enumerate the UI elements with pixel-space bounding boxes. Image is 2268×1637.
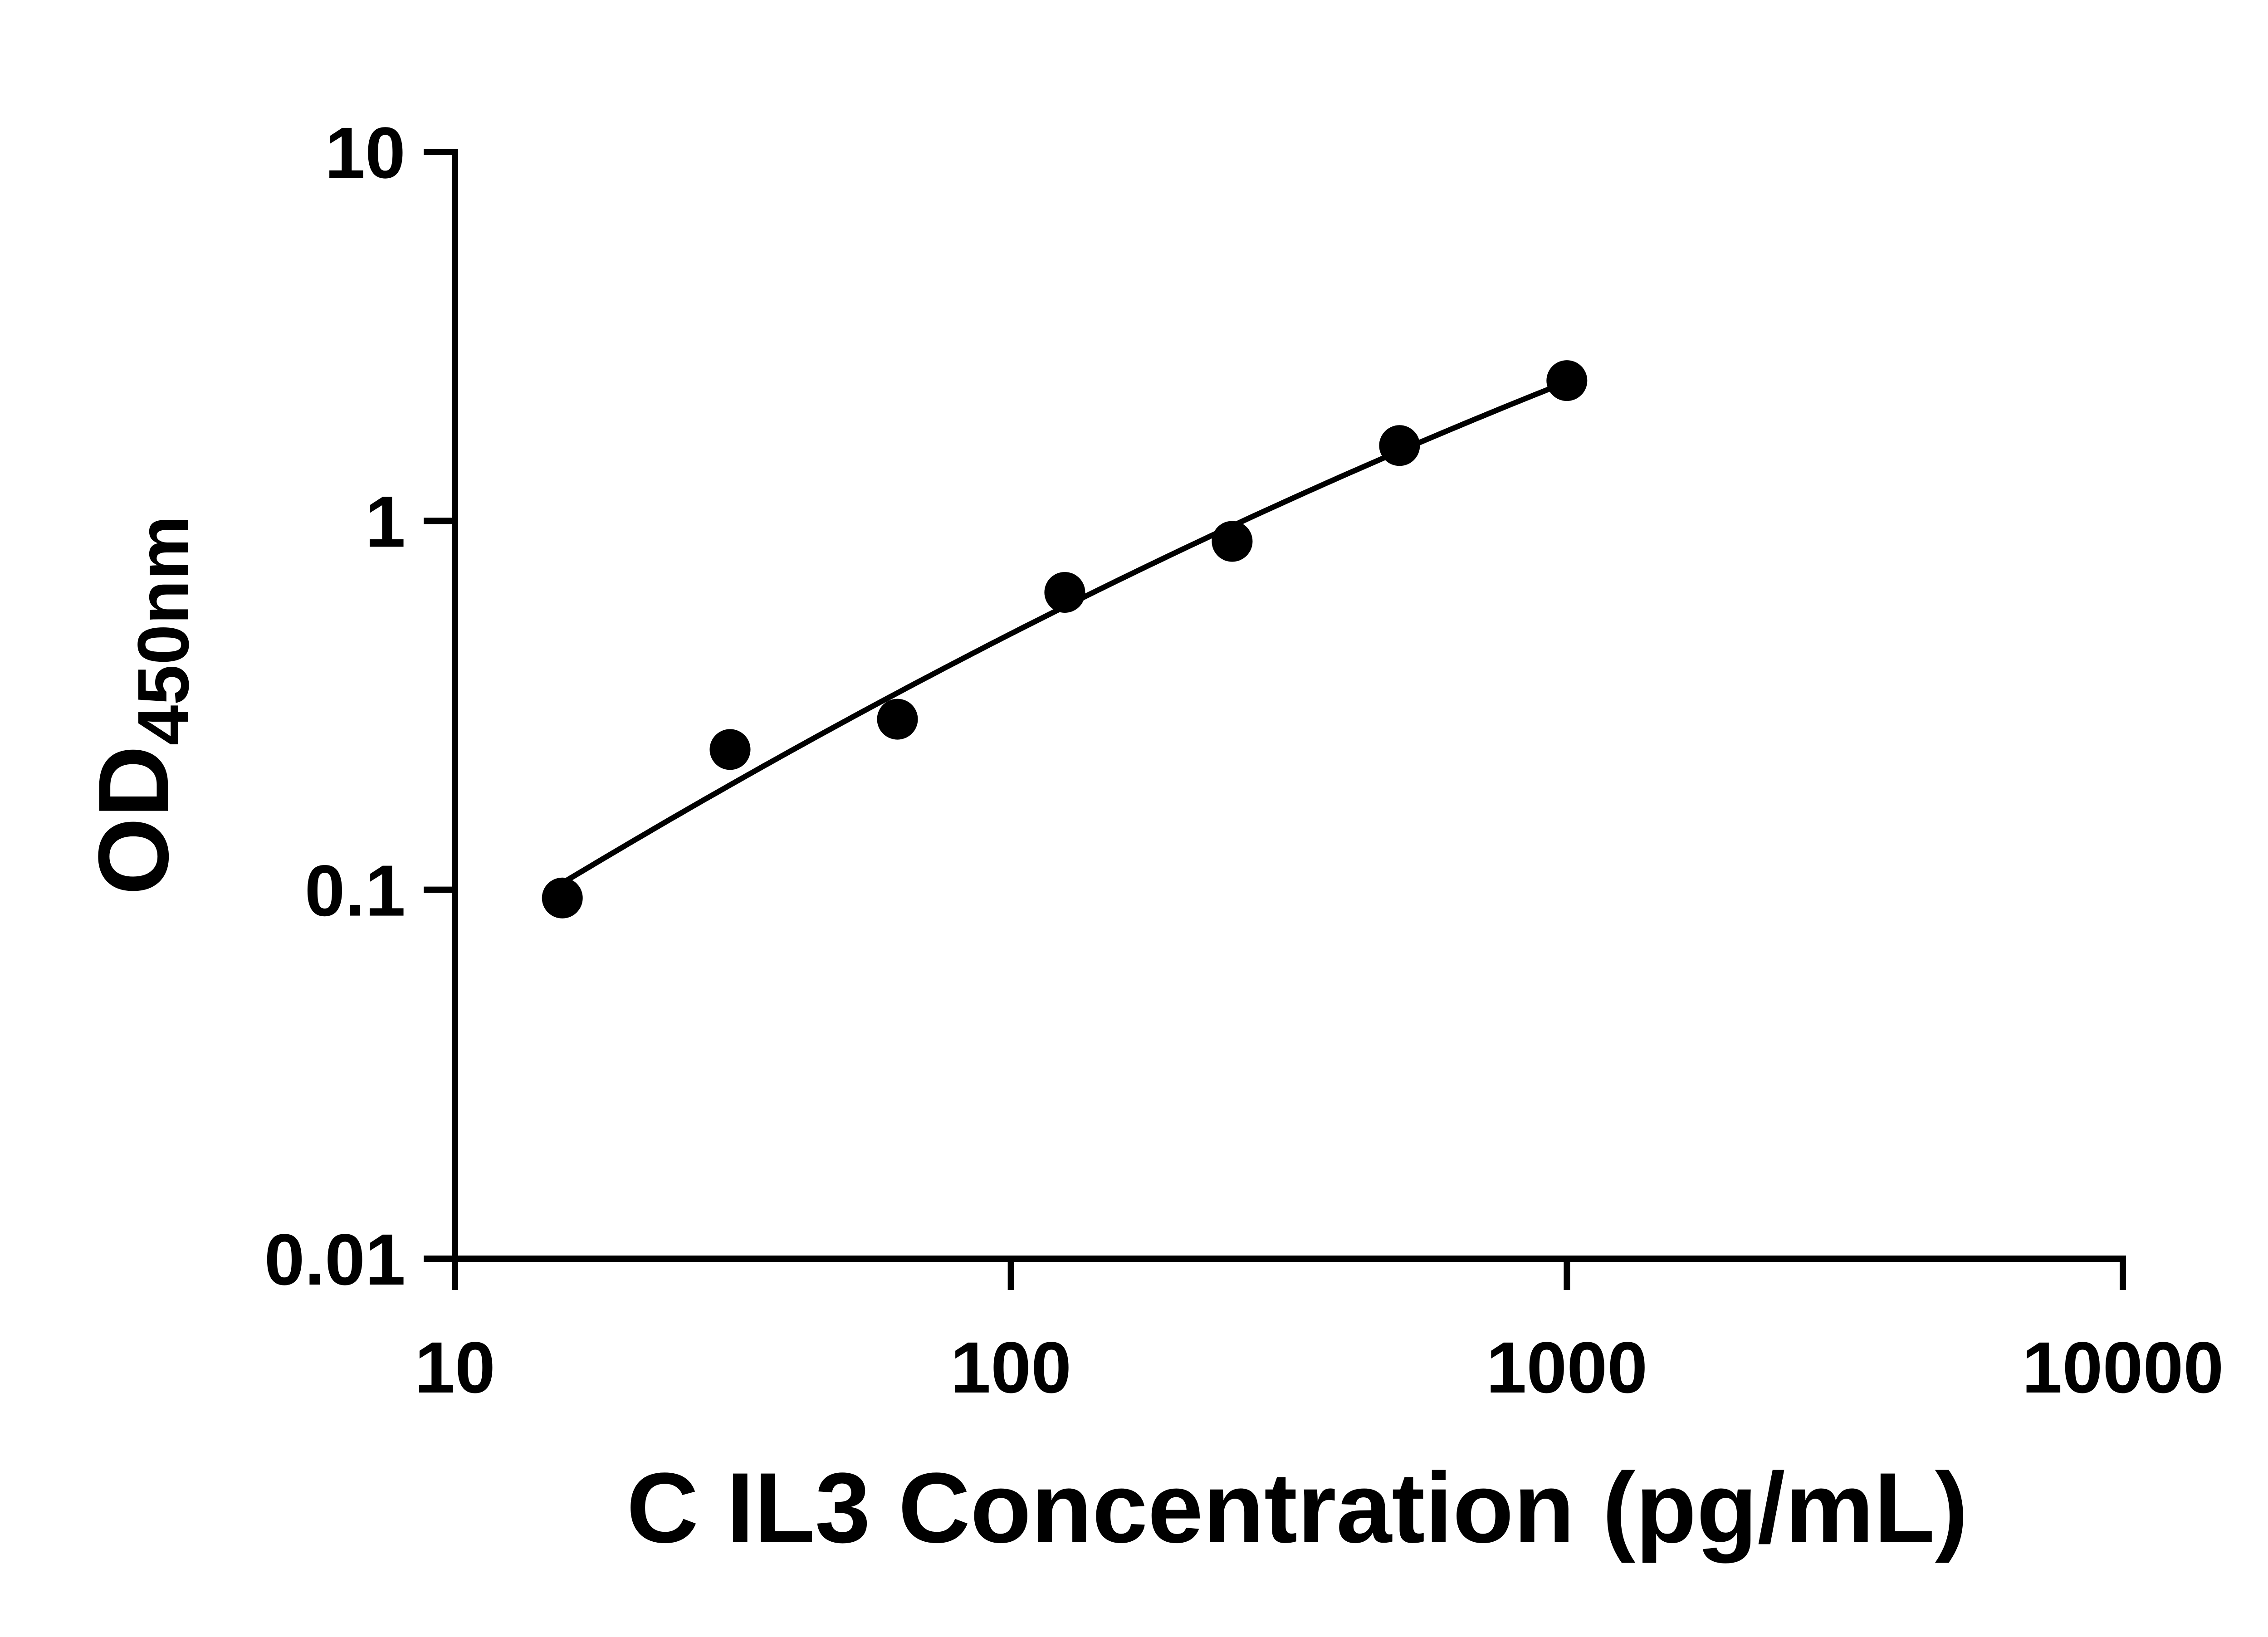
data-point <box>542 877 583 919</box>
data-point <box>877 699 918 740</box>
axis-frame <box>452 149 2126 1262</box>
x-tick-label: 100 <box>950 1327 1071 1408</box>
data-point <box>1546 360 1588 401</box>
y-tick-label: 0.1 <box>305 850 406 931</box>
x-tick-label: 10000 <box>2022 1327 2224 1408</box>
y-axis-title-main: OD <box>78 745 189 895</box>
data-point <box>1379 425 1420 466</box>
data-point <box>709 729 751 770</box>
y-axis-title: OD450nm <box>78 516 204 895</box>
y-tick-label: 0.01 <box>264 1219 406 1300</box>
y-tick-label: 10 <box>325 112 406 193</box>
data-point <box>1212 521 1253 562</box>
y-axis-title-sub: 450nm <box>122 516 204 746</box>
x-tick-label: 1000 <box>1486 1327 1647 1408</box>
plot-area: 10 100 1000 10000 10 1 0.1 0.01 <box>264 112 2224 1408</box>
x-axis-title: C IL3 Concentration (pg/mL) <box>626 1452 1968 1564</box>
y-tick-label: 1 <box>365 481 406 562</box>
x-tick-label: 10 <box>415 1327 495 1408</box>
svg-text:OD450nm: OD450nm <box>78 516 204 895</box>
data-point <box>1044 572 1085 613</box>
